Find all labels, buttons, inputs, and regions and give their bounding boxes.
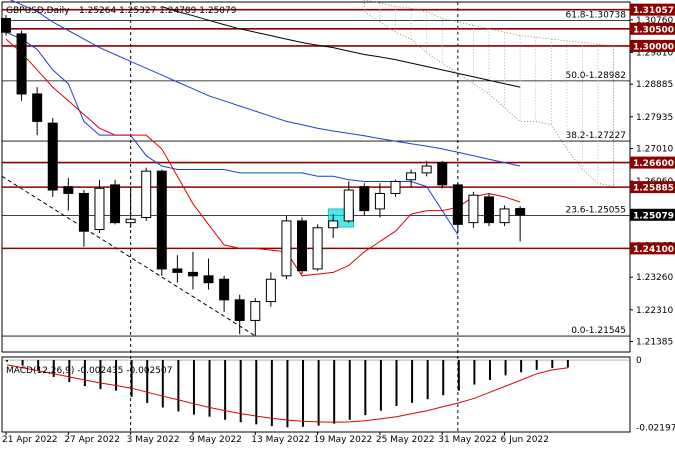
price-tag-box-2 <box>630 39 675 52</box>
x-tick-8: 6 Jun 2022 <box>501 435 549 445</box>
candle-body-31 <box>483 196 494 224</box>
price-tag-4: 1.25885 <box>633 184 674 194</box>
ichimoku-cloud <box>363 0 614 188</box>
candle-body-6 <box>94 187 105 231</box>
price-tick-9: 1.22310 <box>636 306 673 316</box>
x-tick-2: 3 May 2022 <box>127 435 180 445</box>
candle-body-26 <box>406 172 417 181</box>
ma-blue-line <box>9 0 521 167</box>
candle-body-22 <box>343 189 354 222</box>
kijun-line <box>5 31 459 235</box>
candle-body-15 <box>234 299 245 321</box>
price-tick-0: 1.30760 <box>636 16 673 26</box>
macd-pane-frame <box>1 356 631 433</box>
x-tick-7: 31 May 2022 <box>438 435 497 445</box>
fib-label-8: 23.6-1.25055 <box>565 206 626 216</box>
price-tag-1: 1.30500 <box>633 25 674 35</box>
macd-label: MACD(12,26,9) -0.002435 -0.002507 <box>6 366 172 376</box>
x-tick-0: 21 Apr 2022 <box>2 435 58 445</box>
candle-body-4 <box>63 186 74 194</box>
price-tag-box-5 <box>630 208 675 221</box>
x-tick-1: 27 Apr 2022 <box>64 435 120 445</box>
candle-body-23 <box>359 186 370 212</box>
candle-body-11 <box>172 268 183 273</box>
price-tag-box-0 <box>630 3 675 16</box>
price-tag-6: 1.24100 <box>633 245 674 255</box>
candle-body-3 <box>47 122 58 191</box>
price-tick-3: 1.27935 <box>636 113 673 123</box>
fib-label-4: 50.0-1.28982 <box>565 71 626 81</box>
candle-body-5 <box>78 192 89 232</box>
ma-black-line <box>161 6 521 88</box>
price-tick-10: 1.21385 <box>636 338 673 348</box>
x-tick-4: 13 May 2022 <box>251 435 310 445</box>
candle-body-29 <box>452 184 463 225</box>
candle-body-18 <box>281 220 292 277</box>
macd-signal-line <box>6 364 568 423</box>
candle-body-0 <box>1 17 11 33</box>
x-tick-6: 25 May 2022 <box>376 435 435 445</box>
candle-body-12 <box>187 271 198 277</box>
candle-body-1 <box>16 33 27 95</box>
candle-body-27 <box>421 165 432 174</box>
candle-body-20 <box>312 227 323 270</box>
candle-body-17 <box>265 278 276 303</box>
trendline <box>1 175 256 337</box>
fib-label-10: 0.0-1.21545 <box>571 326 626 336</box>
price-tick-2: 1.28885 <box>636 80 673 90</box>
price-tag-box-3 <box>630 156 675 169</box>
main-pane-frame <box>1 1 631 353</box>
price-tag-2: 1.30000 <box>633 42 674 52</box>
price-tick-1: 1.29810 <box>636 48 673 58</box>
price-tag-box-4 <box>630 181 675 194</box>
chart-title: GBPUSD,Daily <box>6 6 70 16</box>
macd-tick-1: -0.021979 <box>636 423 675 433</box>
price-tick-4: 1.27010 <box>636 145 673 155</box>
candle-body-24 <box>374 192 385 210</box>
candle-body-2 <box>32 93 43 122</box>
candle-body-33 <box>515 208 526 216</box>
fib-label-1: 61.8-1.30738 <box>565 11 626 21</box>
candle-body-25 <box>390 180 401 194</box>
candle-body-7 <box>110 184 121 224</box>
candle-body-9 <box>141 170 152 218</box>
candle-body-13 <box>203 275 214 284</box>
x-tick-3: 9 May 2022 <box>189 435 242 445</box>
x-tick-5: 19 May 2022 <box>314 435 373 445</box>
macd-tick-0: 0 <box>636 356 642 366</box>
candle-body-14 <box>219 278 230 301</box>
price-tag-box-6 <box>630 242 675 255</box>
price-tag-box-1 <box>630 22 675 35</box>
price-tag-3: 1.26600 <box>633 159 674 169</box>
candle-body-19 <box>297 220 308 272</box>
price-tick-8: 1.23260 <box>636 273 673 283</box>
candle-body-21 <box>328 220 339 229</box>
candle-body-32 <box>499 208 510 224</box>
price-tag-0: 1.31057 <box>633 6 674 16</box>
candle-body-16 <box>250 301 261 321</box>
candle-body-30 <box>468 194 479 224</box>
candle-body-28 <box>437 162 448 186</box>
candle-body-10 <box>156 170 167 270</box>
price-tag-5: 1.25079 <box>633 211 674 221</box>
ohlc-readout: 1.25264 1.25327 1.24789 1.25079 <box>79 6 237 16</box>
candle-body-8 <box>125 218 136 224</box>
fib-label-5: 38.2-1.27227 <box>565 131 626 141</box>
ma-red-line <box>5 38 521 277</box>
